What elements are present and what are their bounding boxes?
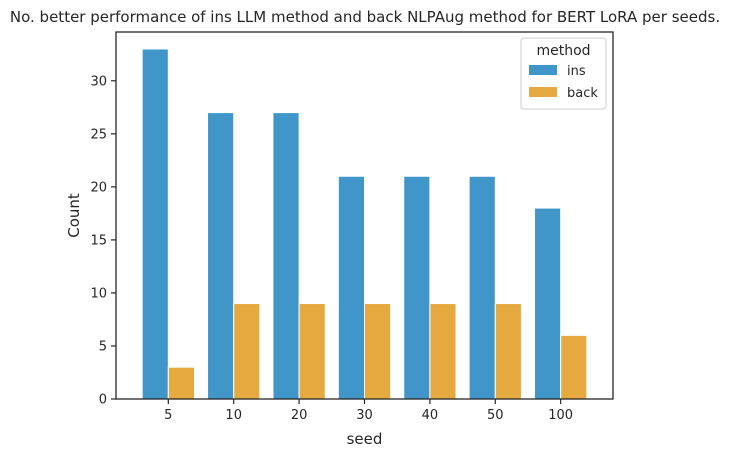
y-tick-label: 20 bbox=[90, 180, 107, 195]
legend-swatch-back bbox=[529, 87, 557, 97]
plot-area-frame bbox=[115, 31, 614, 400]
x-tick-label: 5 bbox=[164, 408, 172, 423]
bar-ins-100 bbox=[534, 207, 562, 400]
legend-label-back: back bbox=[567, 86, 598, 101]
bar-ins-40 bbox=[403, 175, 431, 400]
bars-group bbox=[141, 48, 588, 400]
y-axis-ticks: 0 5 10 15 20 25 30 bbox=[90, 74, 116, 408]
y-tick-label: 30 bbox=[90, 74, 107, 89]
bar-back-5 bbox=[167, 366, 195, 400]
bar-back-20 bbox=[298, 303, 326, 400]
bar-ins-10 bbox=[207, 112, 235, 400]
x-axis-ticks: 5 10 20 30 40 50 100 bbox=[164, 399, 573, 423]
y-tick-label: 5 bbox=[99, 339, 107, 354]
x-axis-label: seed bbox=[347, 430, 383, 448]
bar-ins-30 bbox=[337, 175, 365, 400]
bar-back-10 bbox=[233, 303, 261, 400]
bar-back-40 bbox=[429, 303, 457, 400]
bar-ins-50 bbox=[468, 175, 496, 400]
bar-back-50 bbox=[494, 303, 522, 400]
chart-title: No. better performance of ins LLM method… bbox=[10, 8, 720, 26]
y-axis-label: Count bbox=[65, 193, 83, 238]
bar-back-100 bbox=[560, 334, 588, 400]
bar-back-30 bbox=[364, 303, 392, 400]
y-tick-label: 0 bbox=[99, 393, 107, 408]
y-tick-label: 10 bbox=[90, 286, 107, 301]
bar-ins-5 bbox=[141, 48, 169, 400]
x-tick-label: 50 bbox=[487, 408, 504, 423]
legend: method ins back bbox=[520, 37, 607, 110]
legend-label-ins: ins bbox=[567, 64, 586, 79]
legend-items: ins back bbox=[529, 64, 598, 101]
x-tick-label: 10 bbox=[225, 408, 242, 423]
y-tick-label: 15 bbox=[90, 233, 107, 248]
x-tick-label: 40 bbox=[422, 408, 439, 423]
x-tick-label: 30 bbox=[356, 408, 373, 423]
legend-swatch-ins bbox=[529, 65, 557, 75]
legend-title: method bbox=[536, 43, 590, 59]
bar-ins-20 bbox=[272, 112, 300, 400]
x-tick-label: 20 bbox=[291, 408, 308, 423]
y-tick-label: 25 bbox=[90, 127, 107, 142]
x-tick-label: 100 bbox=[548, 408, 573, 423]
